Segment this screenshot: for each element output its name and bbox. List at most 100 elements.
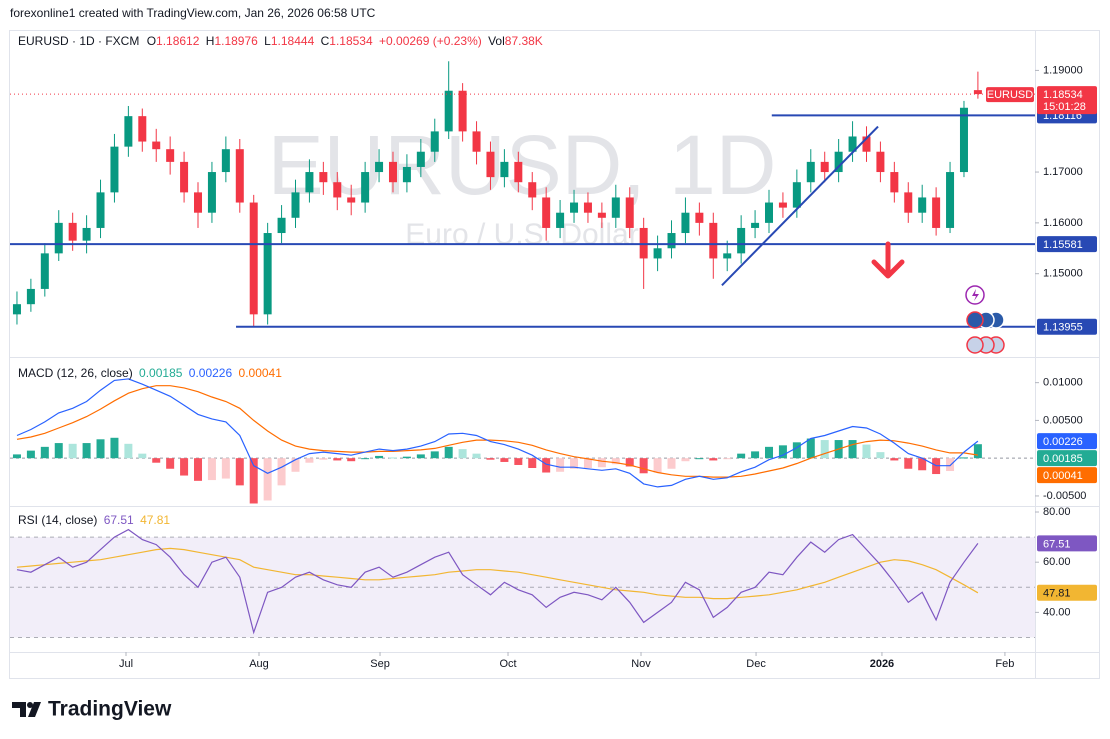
x-tick-label: Nov — [631, 658, 651, 670]
y-tick-label: 1.17000 — [1043, 166, 1083, 178]
histogram-bar — [472, 453, 481, 459]
histogram-bar — [973, 444, 982, 459]
histogram-bar — [152, 458, 161, 463]
histogram-bar — [918, 458, 927, 471]
candle-body — [152, 141, 161, 150]
y-tick-label: 0.01000 — [1043, 377, 1083, 389]
histogram-bar — [514, 458, 523, 465]
histogram-bar — [904, 458, 913, 469]
histogram-bar — [806, 438, 815, 459]
candle-body — [68, 222, 77, 241]
x-tick-label: Feb — [995, 658, 1014, 670]
candle-body — [54, 222, 63, 254]
candle-body — [500, 161, 509, 178]
histogram-bar — [138, 453, 147, 459]
candle-body — [542, 197, 551, 228]
histogram-bar — [709, 458, 718, 461]
histogram-bar — [542, 458, 551, 473]
candle-body — [695, 212, 704, 223]
histogram-bar — [556, 458, 565, 472]
candle-body — [12, 304, 21, 315]
y-tick-label: 0.00500 — [1043, 414, 1083, 426]
histogram-bar — [625, 458, 634, 467]
histogram-bar — [458, 449, 467, 459]
macd-title: MACD (12, 26, close) — [18, 366, 133, 380]
candle-body — [319, 172, 328, 183]
histogram-bar — [820, 440, 829, 459]
histogram-bar — [12, 454, 21, 459]
level-label-box — [1037, 318, 1097, 335]
histogram-bar — [40, 446, 49, 459]
candle-body — [778, 202, 787, 208]
histogram-bar — [946, 458, 955, 472]
histogram-bar — [82, 443, 91, 459]
indicator-line — [16, 378, 979, 488]
rsi-value: 67.51 — [104, 513, 134, 527]
trend-line — [721, 125, 879, 287]
y-tick-label: 80.00 — [1043, 506, 1071, 518]
histogram-bar — [862, 444, 871, 459]
logo-mark — [12, 702, 41, 717]
volume-label: Vol — [488, 34, 505, 48]
brand-name: TradingView — [48, 698, 172, 721]
candle-body — [792, 182, 801, 208]
candle-body — [723, 253, 732, 259]
low-value: 1.18444 — [271, 34, 315, 48]
last-price: 1.18534 — [1043, 89, 1083, 101]
symbol-tag-box — [986, 87, 1034, 103]
candle-body — [124, 116, 133, 147]
candle-body — [583, 202, 592, 213]
candle-body — [26, 288, 35, 305]
histogram-bar — [528, 458, 537, 468]
histogram-bar — [792, 442, 801, 459]
candle-body — [528, 182, 537, 198]
x-tick-label: Dec — [746, 658, 766, 670]
x-tick-label: 2026 — [870, 658, 894, 670]
candle-body — [291, 192, 300, 218]
event-icon[interactable] — [966, 311, 984, 329]
rsi-title: RSI (14, close) — [18, 513, 97, 527]
candle-body — [221, 149, 230, 173]
candle-body — [681, 212, 690, 234]
y-tick-label: 40.00 — [1043, 606, 1071, 618]
candle-body — [430, 131, 439, 152]
histogram-bar — [444, 446, 453, 459]
candle-body — [138, 116, 147, 142]
histogram-bar — [26, 450, 35, 459]
candle-body — [194, 192, 203, 213]
histogram-bar — [277, 458, 286, 486]
candle-body — [207, 172, 216, 213]
candle-body — [249, 202, 258, 315]
symbol-legend: EURUSD · 1D · FXCM O1.18612 H1.18976 L1.… — [18, 34, 543, 48]
histogram-bar — [319, 458, 328, 460]
histogram-bar — [848, 440, 857, 459]
candle-body — [890, 172, 899, 193]
logo-dot — [27, 702, 33, 708]
candle-body — [876, 151, 885, 173]
histogram-bar — [737, 453, 746, 459]
candle-body — [402, 166, 411, 183]
candle-body — [973, 90, 982, 95]
candle-body — [597, 212, 606, 218]
chart-frame — [9, 30, 1100, 679]
histogram-bar — [890, 458, 899, 461]
histogram-bar — [305, 458, 314, 463]
candle-body — [388, 161, 397, 183]
last-price-box — [1037, 86, 1097, 115]
histogram-bar — [611, 458, 620, 465]
histogram-bar — [570, 458, 579, 469]
countdown: 15:01:28 — [1043, 101, 1086, 113]
candle-body — [235, 149, 244, 203]
close-value: 1.18534 — [329, 34, 373, 48]
candle-body — [96, 192, 105, 228]
volume: 87.38K — [505, 34, 543, 48]
candle-body — [347, 197, 356, 203]
y-tick-label: 1.15000 — [1043, 268, 1083, 280]
high-value: 1.18976 — [214, 34, 258, 48]
event-icon[interactable] — [966, 336, 984, 354]
x-tick-label: Aug — [249, 658, 269, 670]
macd-line-value: 0.00226 — [189, 366, 233, 380]
brand-logo: TradingView — [12, 698, 172, 721]
candle-body — [904, 192, 913, 213]
